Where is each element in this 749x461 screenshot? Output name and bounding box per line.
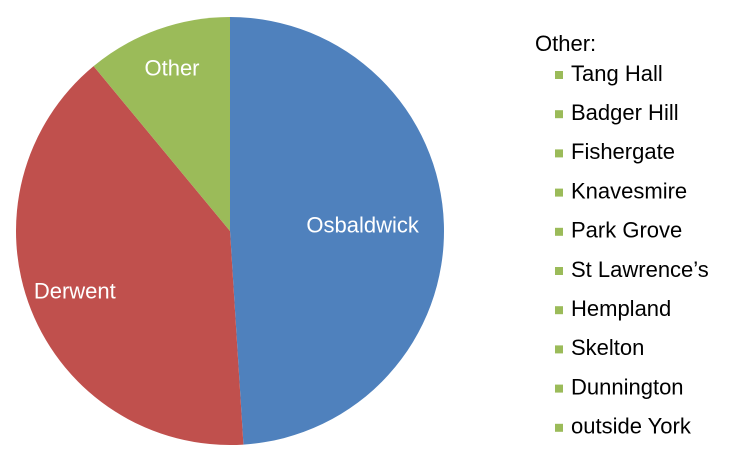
legend-bullet — [555, 423, 563, 432]
legend-item: Park Grove — [571, 218, 682, 243]
slice-label: Derwent — [34, 278, 116, 303]
legend-item: Badger Hill — [571, 100, 679, 125]
legend-item: Skelton — [571, 335, 644, 360]
legend-item: Knavesmire — [571, 178, 687, 203]
legend-bullet — [555, 267, 563, 275]
legend-bullet — [555, 149, 563, 158]
legend-bullet — [555, 110, 563, 119]
legend-item: St Lawrence’s — [571, 257, 709, 282]
pie-slice — [230, 17, 444, 445]
legend-bullet — [555, 188, 563, 197]
legend-bullet — [555, 384, 563, 393]
pie-slice — [93, 17, 230, 231]
legend-bullet — [555, 306, 563, 315]
legend-item: Fishergate — [571, 139, 675, 164]
legend-bullet — [555, 227, 563, 236]
legend-bullet — [555, 71, 563, 79]
legend-item: Hempland — [571, 296, 671, 321]
slice-label: Osbaldwick — [306, 213, 419, 238]
pie-slice — [16, 66, 244, 446]
legend-title: Other: — [535, 31, 596, 56]
slice-label: Other — [144, 56, 199, 81]
legend-item: outside York — [571, 414, 692, 439]
legend-item: Dunnington — [571, 374, 684, 399]
legend-item: Tang Hall — [571, 61, 663, 86]
legend-bullet — [555, 345, 563, 354]
